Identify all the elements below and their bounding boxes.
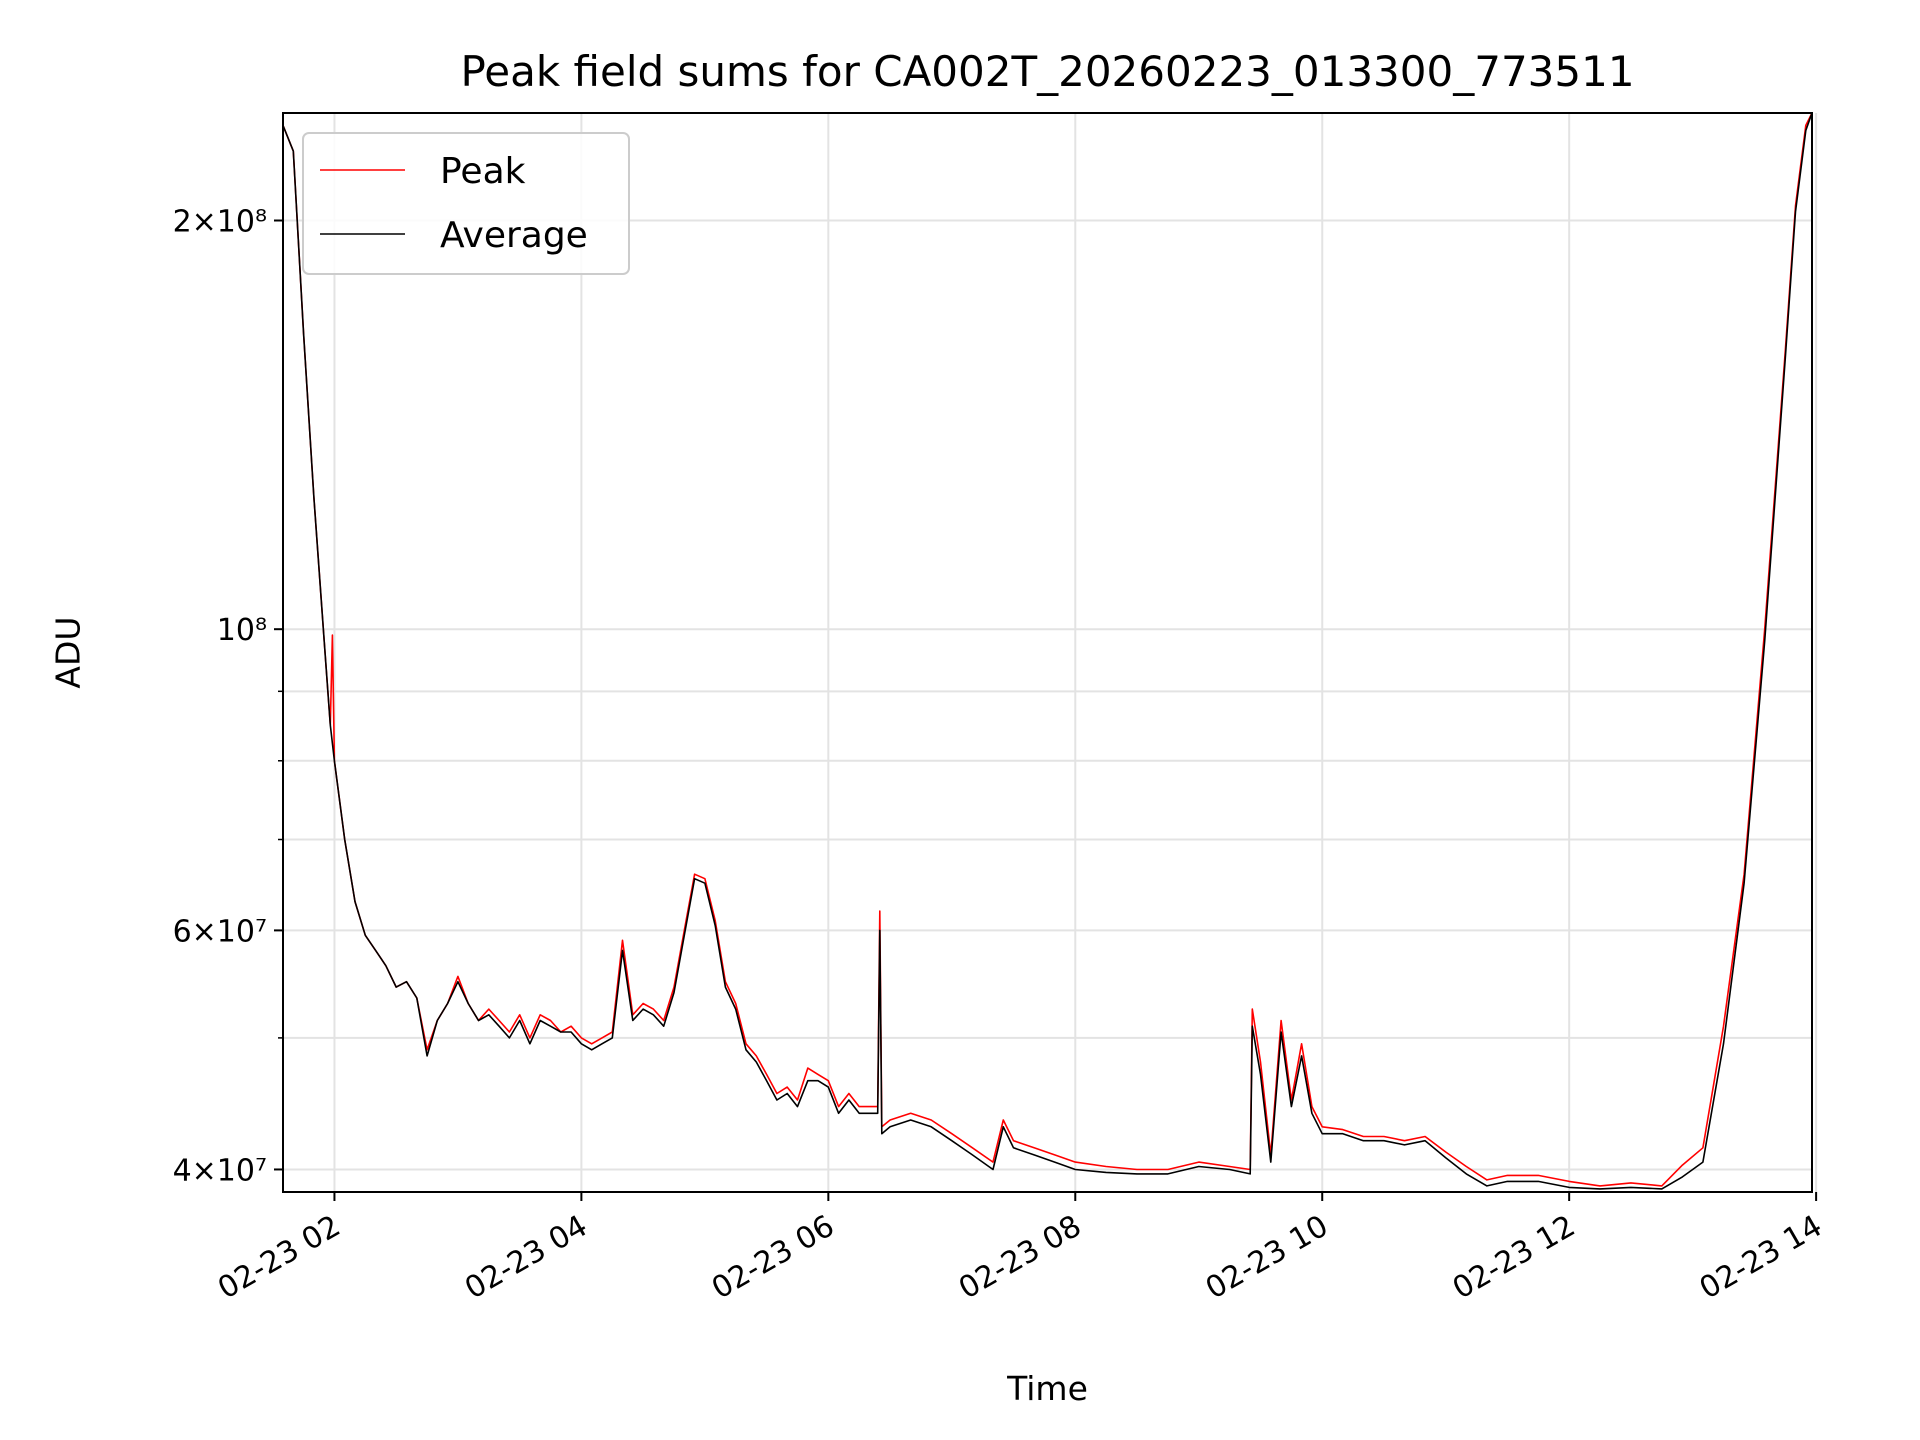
y-tick-label: 10⁸ <box>217 613 267 648</box>
chart-title: Peak field sums for CA002T_20260223_0133… <box>460 47 1634 96</box>
axis-ticks <box>274 219 1818 1201</box>
legend-label-average: Average <box>440 215 588 256</box>
legend-label-peak: Peak <box>440 151 526 192</box>
plot-frame <box>282 112 1813 1193</box>
plot-lines <box>282 112 1813 1190</box>
y-tick-label: 4×10⁷ <box>173 1153 267 1188</box>
legend: Peak Average <box>302 132 630 275</box>
x-axis-title: Time <box>1006 1369 1088 1408</box>
y-tick-label: 6×10⁷ <box>173 914 267 949</box>
series-line-average <box>282 112 1813 1190</box>
legend-box <box>302 132 630 275</box>
y-tick-label: 2×10⁸ <box>173 205 267 240</box>
y-axis-title: ADU <box>49 616 88 688</box>
